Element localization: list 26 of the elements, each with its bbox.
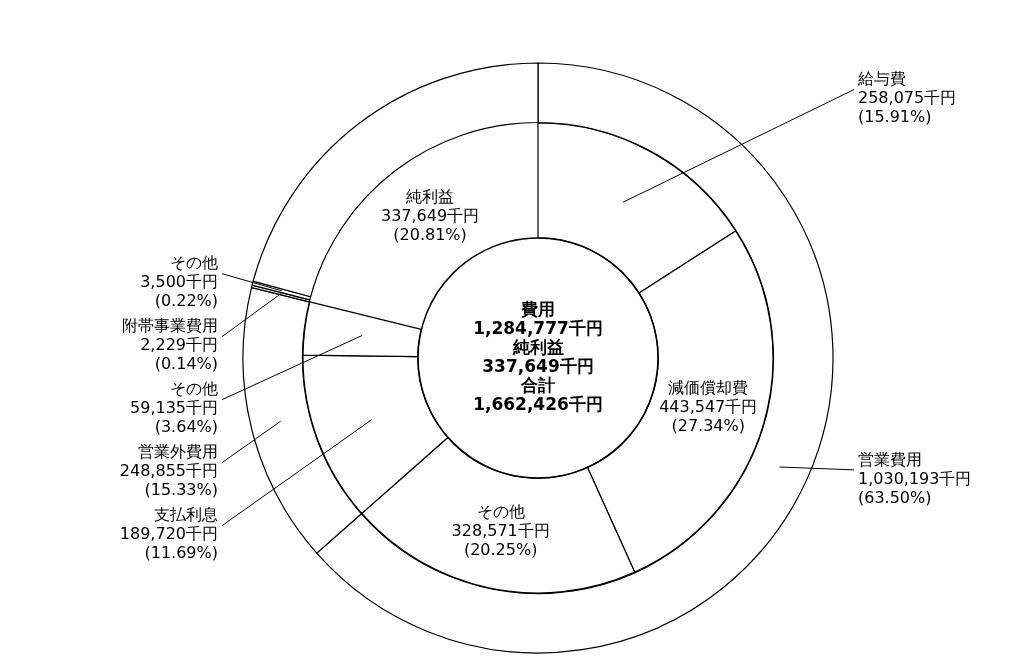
text: 1,284,777千円 <box>473 317 603 338</box>
slice-label: 減価償却費 <box>668 378 749 398</box>
data-label: 189,720千円 (11.69%) <box>119 524 218 563</box>
data-label: 443,547千円 (27.34%) <box>659 397 758 436</box>
data-label: 3,500千円 (0.22%) <box>140 272 218 311</box>
text: 純利益 <box>511 336 564 357</box>
text: 1,662,426千円 <box>473 393 603 414</box>
slice-label: 営業費用 <box>858 449 922 469</box>
slice-label: その他 <box>476 501 525 521</box>
data-label: 328,571千円 (20.25%) <box>451 520 550 559</box>
data-label: 59,135千円 (3.64%) <box>130 398 218 437</box>
data-label: 248,855千円 (15.33%) <box>119 461 218 500</box>
data-label: 1,030,193千円 (63.50%) <box>858 468 972 507</box>
slice-label: その他 <box>170 253 218 273</box>
slice-label: 純利益 <box>406 187 455 207</box>
slice-label: その他 <box>170 379 218 399</box>
slice-label: 支払利息 <box>154 505 218 525</box>
text: 費用 <box>520 298 555 319</box>
slice-label: 営業外費用 <box>138 442 218 462</box>
data-label: 337,649千円 (20.81%) <box>380 206 480 245</box>
text: 337,649千円 <box>482 355 594 376</box>
slice-label: 附帯事業費用 <box>122 316 218 336</box>
data-label: 2,229千円 (0.14%) <box>140 335 218 374</box>
text: 合計 <box>520 374 555 395</box>
data-label: 258,075千円 (15.91%) <box>858 88 957 127</box>
slice-label: 給与費 <box>857 69 906 89</box>
